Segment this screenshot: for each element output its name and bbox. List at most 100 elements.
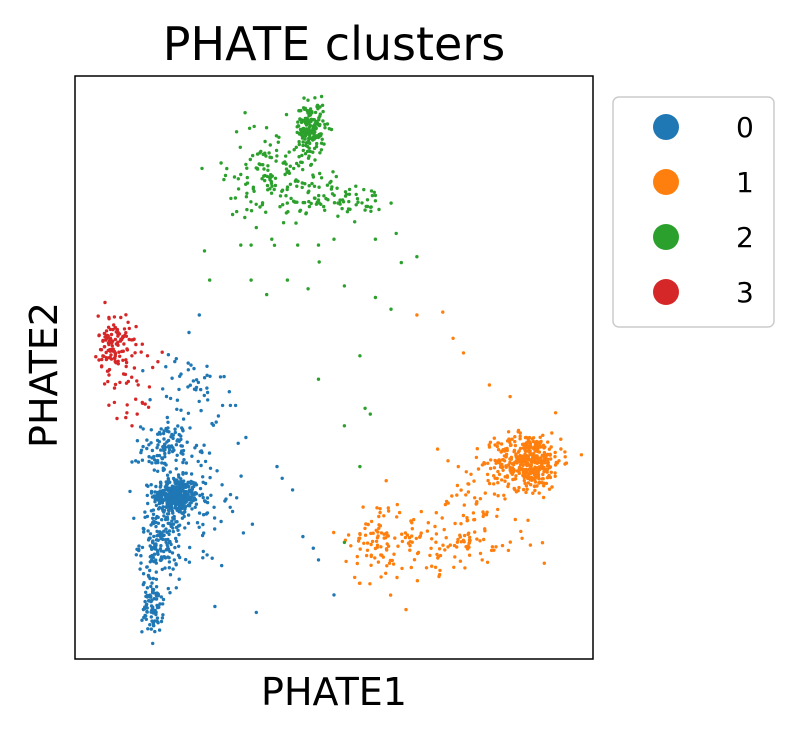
y-axis-label: PHATE2 [22, 302, 66, 448]
point-0 [196, 459, 200, 464]
point-3 [110, 341, 114, 345]
point-0 [146, 529, 150, 533]
point-0 [146, 484, 150, 488]
point-0 [161, 597, 166, 602]
point-0 [198, 493, 202, 498]
point-0 [156, 604, 160, 608]
point-3 [112, 323, 116, 327]
point-1 [465, 516, 469, 520]
point-2 [301, 134, 305, 138]
point-1 [518, 446, 523, 451]
point-0 [187, 330, 191, 335]
point-1 [484, 513, 489, 517]
point-0 [159, 448, 163, 452]
point-0 [166, 500, 171, 505]
point-1 [499, 463, 503, 467]
point-1 [532, 484, 537, 489]
point-3 [111, 347, 116, 351]
point-2 [313, 96, 317, 100]
point-1 [483, 527, 487, 531]
point-0 [154, 484, 158, 489]
point-1 [405, 533, 410, 537]
point-2 [307, 114, 311, 118]
point-0 [166, 426, 170, 430]
point-0 [143, 599, 147, 604]
point-1 [453, 521, 457, 526]
point-0 [174, 443, 179, 447]
point-0 [175, 453, 179, 457]
point-0 [166, 521, 170, 525]
point-1 [410, 521, 414, 525]
point-0 [172, 498, 176, 503]
point-0 [155, 616, 160, 620]
point-1 [365, 548, 370, 552]
point-0 [228, 492, 233, 497]
point-0 [174, 357, 178, 361]
point-1 [461, 538, 466, 542]
point-0 [178, 555, 182, 560]
point-2 [273, 183, 278, 188]
point-1 [531, 452, 536, 456]
point-0 [202, 393, 206, 398]
point-3 [122, 327, 127, 331]
point-0 [201, 549, 205, 554]
point-3 [112, 400, 117, 405]
point-0 [205, 496, 210, 500]
point-2 [306, 190, 310, 195]
point-2 [307, 139, 311, 144]
point-1 [502, 459, 507, 463]
point-2 [300, 153, 304, 158]
point-0 [148, 532, 153, 536]
point-0 [139, 450, 143, 455]
point-2 [219, 161, 223, 165]
point-1 [517, 456, 522, 460]
point-2 [322, 204, 326, 209]
point-1 [538, 435, 542, 439]
series-2 [200, 94, 419, 545]
point-1 [414, 536, 418, 541]
point-0 [171, 529, 175, 534]
point-0 [154, 577, 159, 581]
point-3 [104, 356, 109, 360]
point-1 [366, 522, 370, 527]
point-1 [521, 467, 525, 472]
point-1 [544, 481, 549, 486]
point-2 [327, 127, 331, 131]
point-2 [245, 191, 249, 195]
point-0 [160, 457, 165, 461]
point-0 [164, 485, 169, 489]
point-0 [215, 469, 219, 473]
point-0 [209, 493, 213, 497]
point-0 [155, 529, 159, 534]
point-0 [205, 511, 210, 515]
point-0 [144, 594, 148, 599]
point-0 [180, 485, 184, 489]
point-3 [116, 334, 120, 338]
point-2 [319, 148, 324, 152]
point-2 [347, 187, 352, 192]
point-1 [442, 527, 446, 532]
point-0 [150, 581, 154, 585]
point-0 [180, 426, 184, 430]
point-1 [408, 548, 412, 552]
point-2 [331, 170, 335, 174]
point-1 [530, 457, 535, 461]
point-2 [343, 190, 348, 194]
point-2 [289, 196, 293, 201]
point-1 [533, 478, 537, 482]
point-2 [284, 112, 289, 117]
point-0 [167, 532, 171, 537]
point-2 [303, 137, 307, 141]
point-0 [157, 628, 162, 632]
point-1 [395, 575, 399, 580]
point-0 [208, 374, 212, 378]
point-1 [512, 449, 516, 453]
point-2 [232, 175, 237, 179]
point-1 [528, 465, 533, 470]
point-1 [524, 484, 529, 488]
point-2 [334, 174, 338, 179]
point-0 [172, 514, 176, 519]
point-1 [500, 449, 504, 453]
point-1 [378, 510, 382, 515]
point-1 [436, 554, 441, 559]
